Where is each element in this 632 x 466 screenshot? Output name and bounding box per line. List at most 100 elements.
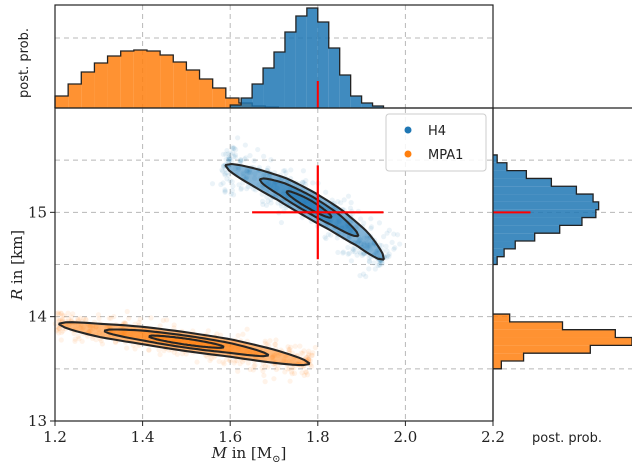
y-tick-label: 13 <box>28 412 47 430</box>
scatter-point-h4 <box>220 168 226 174</box>
scatter-point-mpa1 <box>289 365 296 371</box>
histogram-bar-mpa1 <box>225 98 239 108</box>
scatter-point-h4 <box>235 135 241 141</box>
scatter-point-mpa1 <box>61 313 68 319</box>
scatter-point-mpa1 <box>146 347 152 353</box>
scatter-point-mpa1 <box>214 331 220 337</box>
scatter-point-h4 <box>220 163 227 169</box>
scatter-point-mpa1 <box>306 356 312 362</box>
scatter-point-mpa1 <box>65 316 72 322</box>
scatter-point-h4 <box>238 158 244 165</box>
scatter-point-h4 <box>242 156 248 162</box>
scatter-point-h4 <box>222 188 228 194</box>
scatter-point-mpa1 <box>93 337 99 343</box>
histogram-bar-h4 <box>493 233 535 242</box>
scatter-point-h4 <box>238 185 245 191</box>
histogram-bar-h4 <box>263 68 274 108</box>
scatter-point-h4 <box>222 189 228 195</box>
scatter-point-h4 <box>360 271 367 277</box>
main-scatter-marker <box>252 165 384 260</box>
scatter-point-h4 <box>366 259 373 265</box>
scatter-point-h4 <box>310 180 316 186</box>
scatter-point-mpa1 <box>56 317 62 324</box>
scatter-point-mpa1 <box>271 376 277 382</box>
scatter-point-h4 <box>236 182 242 188</box>
contour-h4 <box>285 190 333 219</box>
scatter-point-mpa1 <box>309 352 315 358</box>
histogram-bar-h4 <box>361 103 373 108</box>
scatter-point-h4 <box>303 177 309 184</box>
scatter-point-mpa1 <box>299 370 305 376</box>
legend-marker-h4 <box>404 126 412 134</box>
scatter-point-mpa1 <box>304 372 311 378</box>
histogram-bar-mpa1 <box>146 51 161 108</box>
scatter-point-h4 <box>278 219 285 226</box>
scatter-point-mpa1 <box>112 339 119 346</box>
scatter-point-h4 <box>247 152 253 159</box>
scatter-point-h4 <box>227 155 233 161</box>
histogram-bar-mpa1 <box>81 72 95 108</box>
scatter-point-mpa1 <box>76 336 82 342</box>
scatter-point-h4 <box>334 235 340 241</box>
x-axis-label: M in [M⊙] <box>211 444 287 465</box>
scatter-point-h4 <box>357 250 364 256</box>
scatter-point-h4 <box>357 273 363 279</box>
scatter-point-mpa1 <box>297 343 303 349</box>
scatter-point-h4 <box>323 189 329 195</box>
scatter-point-h4 <box>223 156 229 163</box>
scatter-point-h4 <box>376 220 383 226</box>
histogram-bar-mpa1 <box>493 345 591 354</box>
x-tick-label: 1.2 <box>43 428 67 446</box>
scatter-point-h4 <box>386 227 392 233</box>
scatter-point-h4 <box>226 172 232 178</box>
scatter-point-h4 <box>348 258 355 264</box>
scatter-point-mpa1 <box>171 349 177 355</box>
histogram-bar-h4 <box>493 225 560 234</box>
scatter-point-h4 <box>379 259 385 265</box>
histogram-bar-h4 <box>230 105 242 108</box>
scatter-point-h4 <box>223 151 229 157</box>
scatter-point-mpa1 <box>99 341 105 347</box>
scatter-point-mpa1 <box>216 358 222 365</box>
histogram-bar-h4 <box>284 32 296 108</box>
scatter-point-h4 <box>230 192 237 198</box>
main-scatter-yticks: 13 14 15 <box>28 203 55 430</box>
scatter-point-mpa1 <box>160 317 166 323</box>
scatter-point-mpa1 <box>171 322 177 328</box>
scatter-point-h4 <box>230 183 236 189</box>
scatter-point-h4 <box>245 184 251 190</box>
histogram-bar-h4 <box>493 178 552 187</box>
histogram-bar-mpa1 <box>173 62 187 108</box>
scatter-point-mpa1 <box>262 363 269 369</box>
histogram-bar-mpa1 <box>55 96 69 108</box>
scatter-point-h4 <box>278 203 285 209</box>
scatter-point-mpa1 <box>95 312 102 318</box>
scatter-point-h4 <box>391 246 397 252</box>
scatter-point-h4 <box>340 249 347 255</box>
scatter-point-mpa1 <box>303 369 309 375</box>
scatter-point-mpa1 <box>272 341 278 347</box>
scatter-point-h4 <box>372 266 378 272</box>
scatter-point-mpa1 <box>308 363 315 369</box>
scatter-point-mpa1 <box>272 341 279 348</box>
scatter-point-mpa1 <box>285 344 291 350</box>
scatter-point-mpa1 <box>137 316 143 322</box>
scatter-point-h4 <box>361 251 367 257</box>
histogram-bar-mpa1 <box>133 50 147 108</box>
histogram-bar-mpa1 <box>493 314 510 322</box>
histogram-bar-h4 <box>493 154 498 163</box>
scatter-point-mpa1 <box>58 310 64 316</box>
scatter-point-h4 <box>224 170 230 176</box>
scatter-point-mpa1 <box>55 310 61 316</box>
scatter-point-h4 <box>229 144 236 150</box>
histogram-bar-mpa1 <box>199 79 213 108</box>
scatter-point-h4 <box>397 241 403 247</box>
scatter-point-mpa1 <box>98 338 104 344</box>
histogram-bar-mpa1 <box>493 361 502 369</box>
right-histogram-bars <box>493 154 632 370</box>
scatter-point-mpa1 <box>60 328 66 334</box>
scatter-point-h4 <box>345 244 351 251</box>
scatter-point-h4 <box>348 200 354 206</box>
scatter-point-mpa1 <box>146 347 152 353</box>
scatter-point-mpa1 <box>58 311 64 317</box>
